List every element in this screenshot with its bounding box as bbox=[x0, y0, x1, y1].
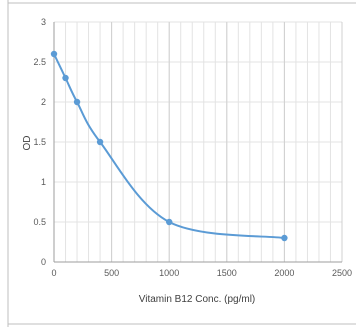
y-tick-label: 1 bbox=[41, 177, 46, 187]
x-axis-title: Vitamin B12 Conc. (pg/ml) bbox=[139, 294, 256, 305]
x-axis-tick-labels: 0 500 1000 1500 2000 2500 bbox=[51, 268, 352, 278]
y-tick-label: 3 bbox=[41, 17, 46, 27]
y-tick-label: 0 bbox=[41, 257, 46, 267]
x-tick-label: 2500 bbox=[332, 268, 352, 278]
y-axis-tick-labels: 0 0.5 1 1.5 2 2.5 3 bbox=[33, 17, 46, 267]
x-tick-label: 1500 bbox=[217, 268, 237, 278]
data-point bbox=[73, 98, 81, 106]
x-tick-label: 0 bbox=[51, 268, 56, 278]
axes bbox=[53, 22, 342, 263]
y-tick-label: 2 bbox=[41, 97, 46, 107]
y-tick-label: 0.5 bbox=[33, 217, 46, 227]
data-series bbox=[50, 50, 288, 242]
data-point bbox=[281, 234, 288, 242]
x-tick-label: 2000 bbox=[274, 268, 294, 278]
data-point bbox=[62, 74, 69, 82]
x-tick-label: 1000 bbox=[159, 268, 179, 278]
data-point bbox=[166, 218, 173, 226]
data-point bbox=[50, 50, 58, 58]
y-axis-title: OD bbox=[22, 136, 33, 151]
y-tick-label: 1.5 bbox=[33, 137, 46, 147]
gridlines bbox=[53, 21, 343, 263]
y-tick-label: 2.5 bbox=[33, 57, 46, 67]
x-tick-label: 500 bbox=[104, 268, 119, 278]
data-point bbox=[96, 138, 104, 146]
